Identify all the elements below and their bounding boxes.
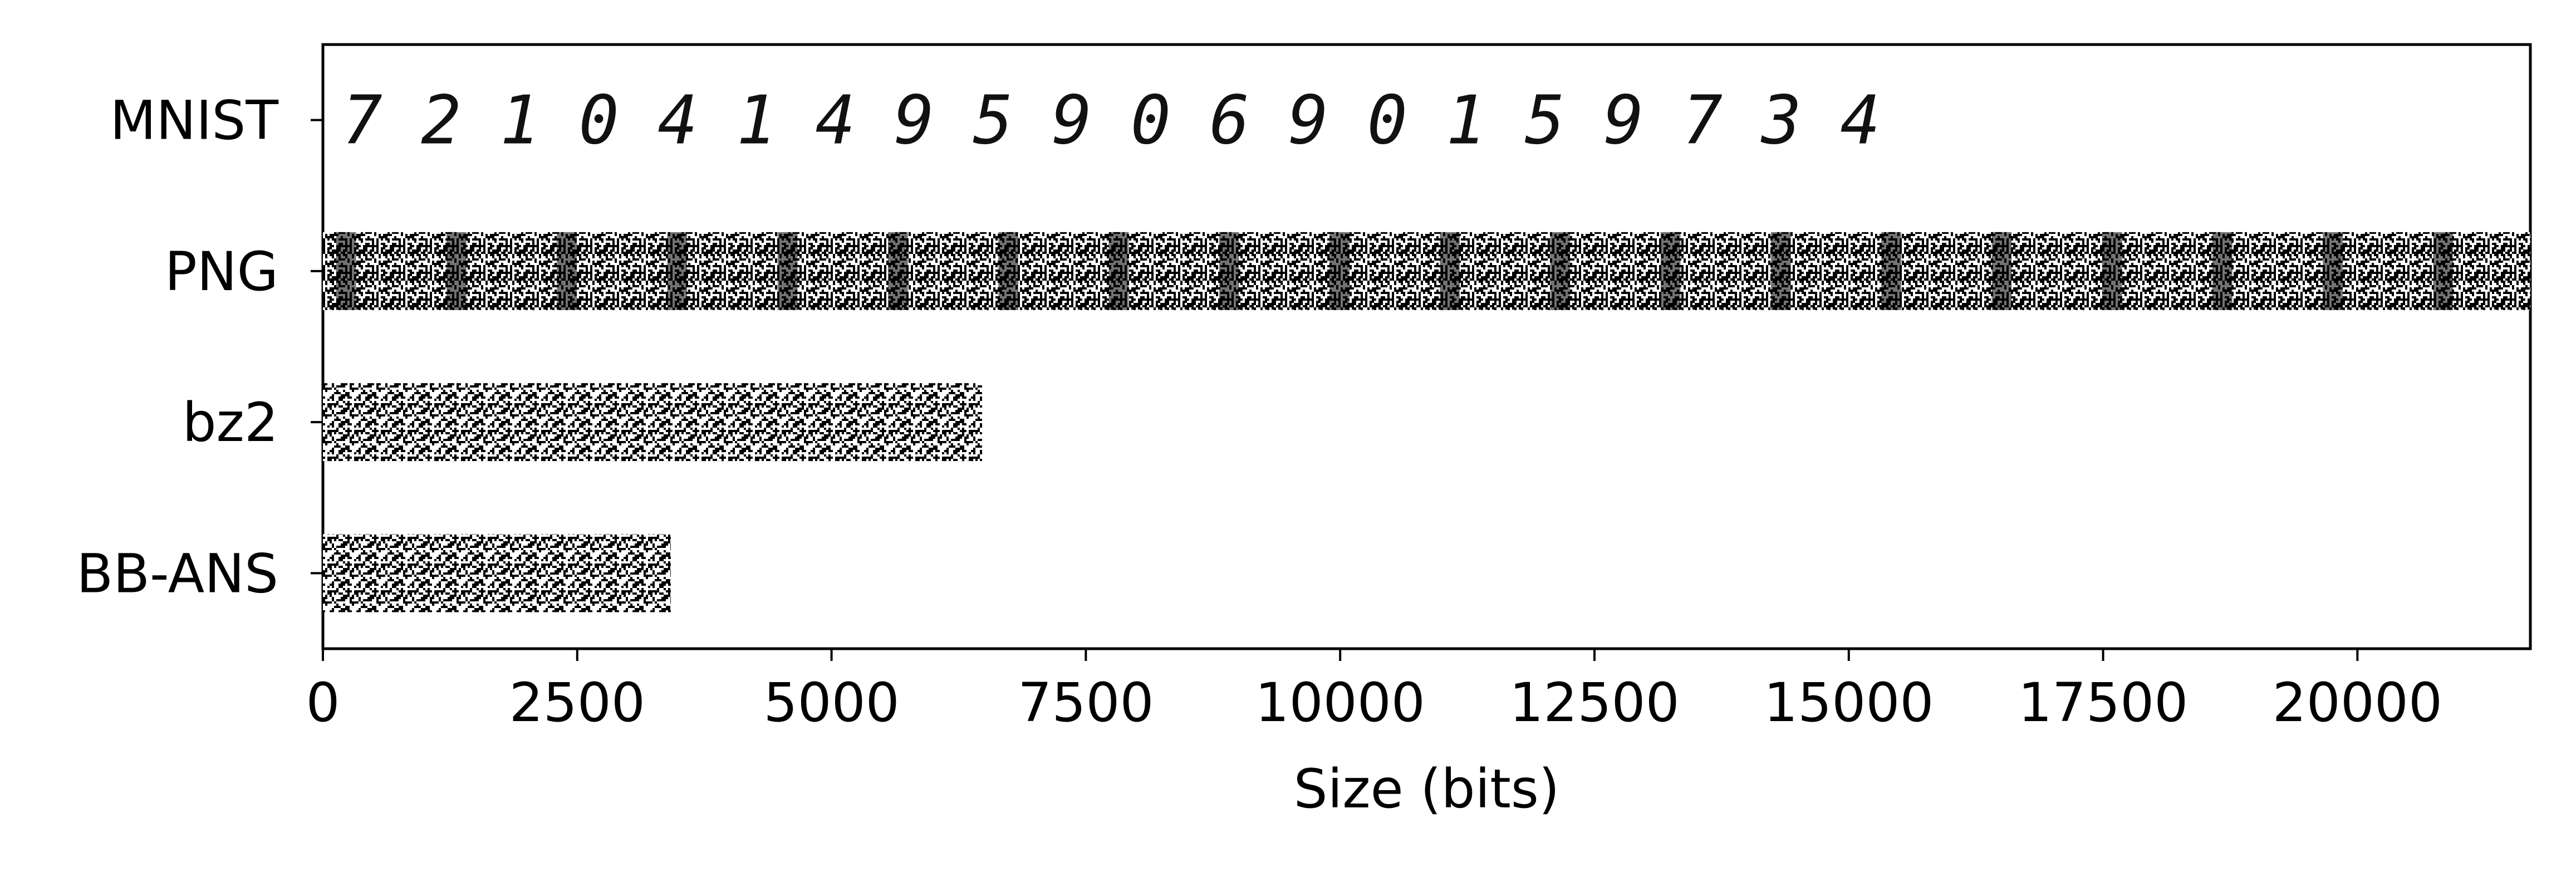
x-tick-label: 15000 bbox=[1764, 672, 1934, 734]
mnist-digit: 1 bbox=[1446, 82, 1486, 160]
y-tick-label: MNIST bbox=[110, 90, 278, 152]
png-stripe bbox=[1660, 232, 1681, 310]
png-stripe bbox=[1329, 232, 1350, 310]
png-stripe bbox=[1550, 232, 1571, 310]
mnist-digit: 4 bbox=[815, 82, 855, 160]
png-stripe bbox=[1440, 232, 1460, 310]
png-stripe bbox=[2323, 232, 2343, 310]
png-stripe bbox=[1771, 232, 1791, 310]
mnist-digit: 9 bbox=[894, 82, 934, 160]
png-stripe bbox=[1108, 232, 1129, 310]
mnist-digit: 0 bbox=[1131, 82, 1171, 160]
mnist-digit: 0 bbox=[579, 82, 619, 160]
x-tick-label: 10000 bbox=[1255, 672, 1425, 734]
png-stripe bbox=[446, 232, 467, 310]
mnist-digit: 5 bbox=[1525, 82, 1565, 160]
png-stripe bbox=[2102, 232, 2122, 310]
x-tick-label: 5000 bbox=[763, 672, 899, 734]
png-stripe bbox=[336, 232, 356, 310]
y-tick-label: PNG bbox=[165, 241, 278, 303]
png-stripe bbox=[557, 232, 577, 310]
x-tick-label: 2500 bbox=[509, 672, 645, 734]
png-stripe bbox=[888, 232, 908, 310]
mnist-digit: 0 bbox=[1367, 82, 1407, 160]
png-stripe bbox=[667, 232, 688, 310]
plot-frame bbox=[321, 43, 2532, 650]
x-tick-label: 17500 bbox=[2018, 672, 2188, 734]
x-tick-label: 7500 bbox=[1018, 672, 1154, 734]
mnist-digit: 6 bbox=[1209, 82, 1249, 160]
mnist-digit: 7 bbox=[1682, 82, 1723, 160]
png-stripe bbox=[1219, 232, 1239, 310]
mnist-digit: 2 bbox=[421, 82, 461, 160]
x-tick-label: 0 bbox=[306, 672, 340, 734]
mnist-digit: 9 bbox=[1052, 82, 1092, 160]
plot-area: 0 2500 5000 7500 10000 12500 15000 17500 20000MN… bbox=[76, 43, 2532, 734]
png-stripe bbox=[2433, 232, 2454, 310]
mnist-digit: 3 bbox=[1760, 82, 1802, 160]
mnist-digit: 5 bbox=[973, 82, 1013, 160]
mnist-digit: 9 bbox=[1603, 82, 1643, 160]
x-tick-label: 20000 bbox=[2273, 672, 2442, 734]
png-stripe bbox=[777, 232, 798, 310]
bar-png bbox=[323, 232, 2530, 310]
png-stripe bbox=[1991, 232, 2012, 310]
png-stripe bbox=[2212, 232, 2232, 310]
mnist-digit: 4 bbox=[658, 82, 698, 160]
y-tick-label: bz2 bbox=[183, 391, 278, 454]
x-tick-label: 12500 bbox=[1509, 672, 1679, 734]
mnist-digit: 7 bbox=[342, 82, 382, 160]
bar-bz2 bbox=[323, 383, 983, 462]
mnist-digit: 1 bbox=[737, 82, 777, 160]
x-axis-label: Size (bits) bbox=[1294, 758, 1560, 820]
mnist-digit: 9 bbox=[1288, 82, 1328, 160]
mnist-digit: 4 bbox=[1840, 82, 1880, 160]
mnist-digit: 1 bbox=[500, 82, 540, 160]
png-stripe bbox=[1881, 232, 1901, 310]
y-tick-label: BB-ANS bbox=[76, 542, 278, 605]
bar-bb-ans bbox=[323, 534, 671, 612]
png-stripe bbox=[998, 232, 1018, 310]
